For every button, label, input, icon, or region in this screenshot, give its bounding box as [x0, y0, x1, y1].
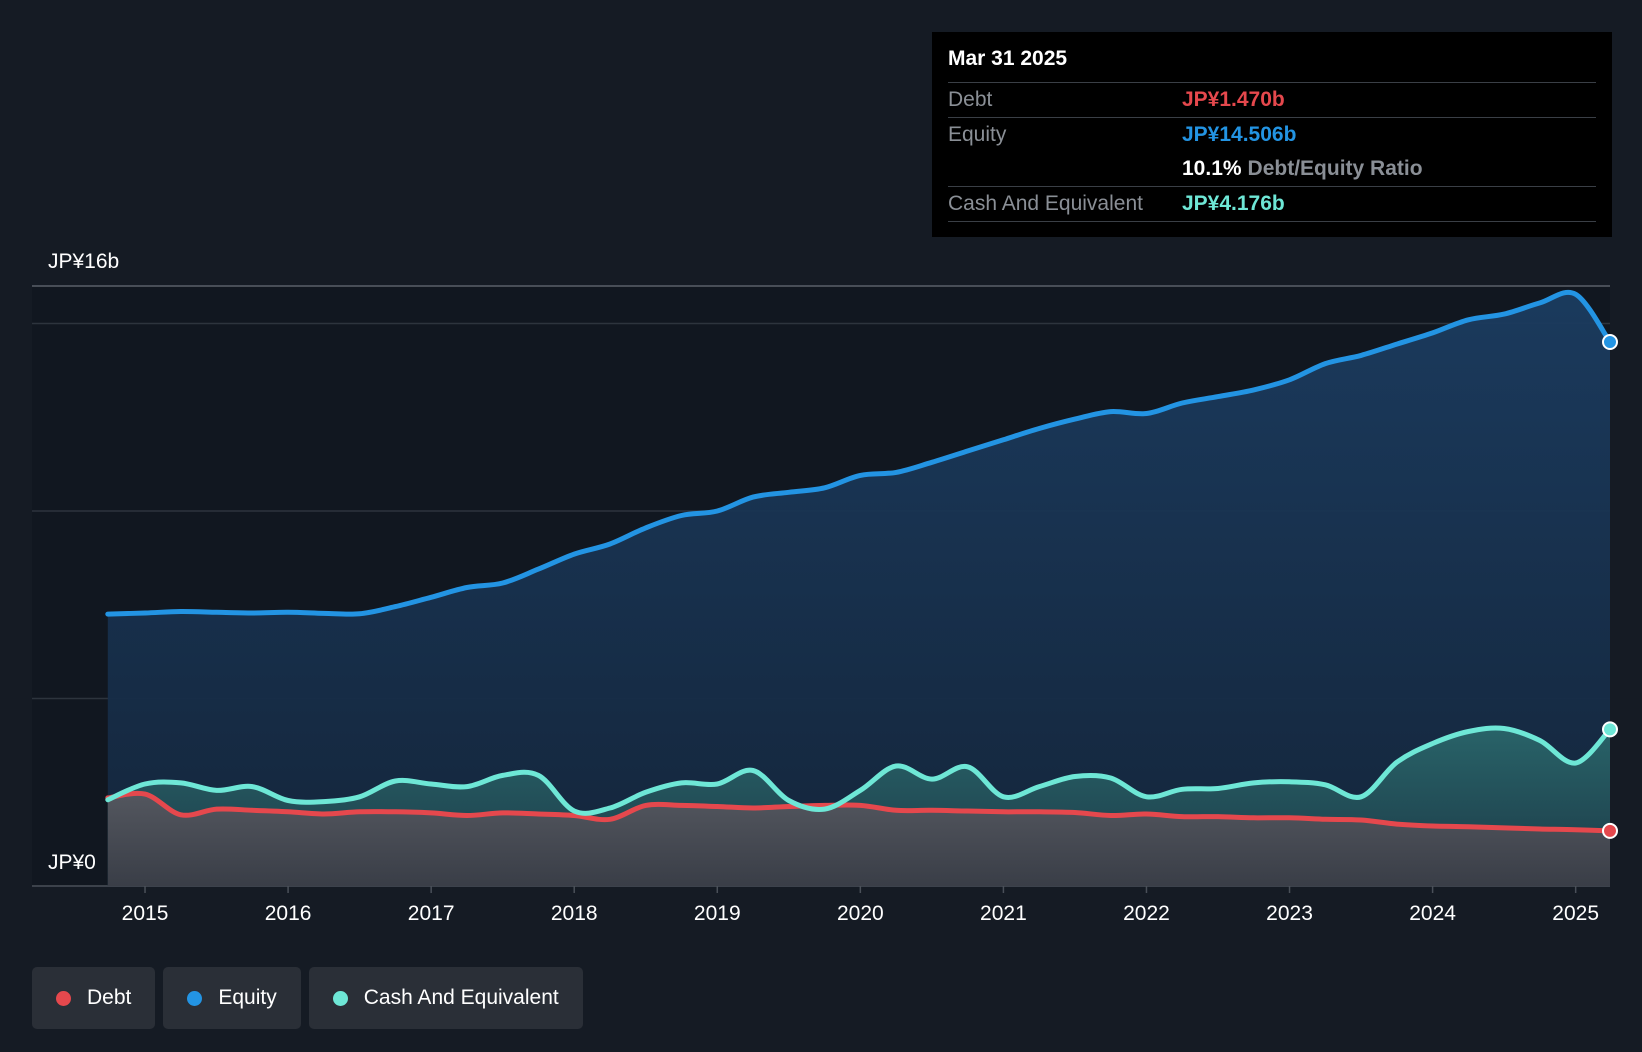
series-lines [105, 289, 1613, 834]
legend-debt-label: Debt [87, 986, 132, 1009]
x-tick-label: 2021 [980, 902, 1027, 925]
y-axis-bottom-label: JP¥0 [48, 851, 96, 874]
legend-item-cash[interactable]: Cash And Equivalent [308, 967, 583, 1029]
tooltip-debt-row: Debt JP¥1.470b [948, 82, 1596, 117]
debt-end-marker [1602, 822, 1618, 839]
tooltip-debt-label: Debt [948, 88, 993, 111]
data-tooltip: Mar 31 2025 Debt JP¥1.470b Equity JP¥14.… [932, 32, 1612, 237]
equity-end-marker [1602, 334, 1618, 350]
x-axis: 2015 2016 2017 2018 2019 2020 2021 2022 2023 2024… [122, 886, 1599, 925]
tooltip-cash-label: Cash And Equivalent [948, 192, 1143, 215]
x-tick-label: 2015 [122, 902, 169, 925]
x-tick-label: 2025 [1552, 902, 1599, 925]
debt-dot-icon [56, 990, 71, 1006]
legend-item-equity[interactable]: Equity [163, 967, 301, 1029]
legend-item-debt[interactable]: Debt [32, 967, 156, 1029]
x-tick-label: 2018 [551, 902, 598, 925]
tooltip-cash-row: Cash And Equivalent JP¥4.176b [948, 186, 1596, 222]
legend-cash-label: Cash And Equivalent [363, 986, 559, 1009]
tooltip-ratio-row: 10.1% Debt/Equity Ratio [948, 152, 1596, 186]
equity-line [105, 289, 1613, 617]
x-tick-label: 2019 [694, 902, 741, 925]
x-tick-label: 2022 [1123, 902, 1170, 925]
tooltip-ratio-value: 10.1% [1182, 157, 1242, 180]
tooltip-ratio-label: Debt/Equity Ratio [1247, 157, 1423, 180]
x-tick-label: 2020 [837, 902, 884, 925]
x-tick-label: 2017 [408, 902, 455, 925]
tooltip-debt-value: JP¥1.470b [1182, 88, 1285, 111]
tooltip-equity-value: JP¥14.506b [1182, 123, 1297, 146]
x-tick-label: 2016 [265, 902, 312, 925]
tooltip-date: Mar 31 2025 [948, 47, 1068, 70]
y-axis-top-label: JP¥16b [48, 250, 120, 273]
equity-area [107, 292, 1610, 887]
debt-line [105, 790, 1613, 834]
x-tick-label: 2023 [1266, 902, 1313, 925]
x-tick-label: 2024 [1409, 902, 1456, 925]
end-markers [1602, 334, 1618, 839]
chart-legend: Debt Equity Cash And Equivalent [32, 967, 583, 1029]
tooltip-equity-label: Equity [948, 123, 1007, 146]
cash-end-marker [1602, 721, 1618, 738]
tooltip-equity-row: Equity JP¥14.506b [948, 117, 1596, 152]
cash-dot-icon [332, 990, 348, 1006]
tooltip-cash-value: JP¥4.176b [1182, 192, 1285, 215]
cash-line [105, 725, 1613, 816]
equity-dot-icon [187, 990, 203, 1006]
legend-equity-label: Equity [218, 986, 277, 1009]
